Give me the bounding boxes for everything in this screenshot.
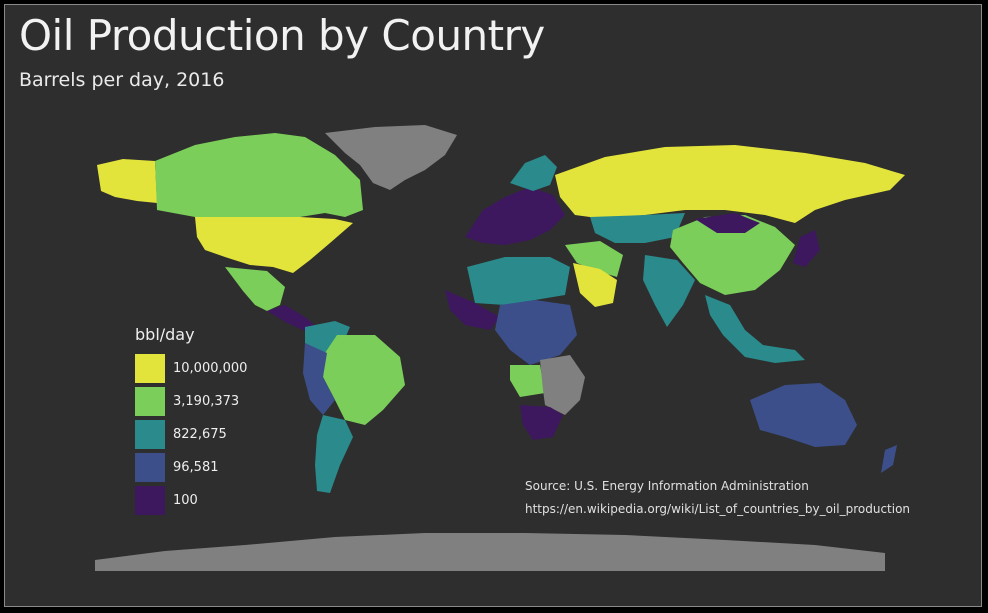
region-central-africa xyxy=(495,300,577,365)
region-north-africa xyxy=(467,257,570,305)
legend: bbl/day 10,000,000 3,190,373 822,675 96,… xyxy=(135,325,247,517)
legend-item: 10,000,000 xyxy=(135,352,247,385)
region-southern-cone xyxy=(315,415,353,493)
legend-swatch xyxy=(135,387,165,416)
region-united-states xyxy=(195,217,353,273)
region-antarctica xyxy=(95,533,885,571)
region-brazil xyxy=(323,335,405,425)
region-saudi-arabia xyxy=(573,263,617,307)
region-greenland xyxy=(325,125,457,190)
region-canada xyxy=(155,133,363,217)
region-south-africa xyxy=(520,405,563,440)
legend-label: 100 xyxy=(173,493,198,508)
map-frame: Oil Production by Country Barrels per da… xyxy=(4,4,982,607)
legend-label: 822,675 xyxy=(173,427,227,442)
region-india xyxy=(643,255,695,327)
map-title: Oil Production by Country xyxy=(19,11,545,60)
legend-swatch xyxy=(135,420,165,449)
region-mexico xyxy=(225,267,285,311)
region-japan xyxy=(793,230,820,267)
region-west-africa xyxy=(445,290,500,330)
region-andean xyxy=(303,343,335,415)
region-southern-africa xyxy=(540,355,585,415)
region-mongolia xyxy=(695,213,760,233)
source-credit: Source: U.S. Energy Information Administ… xyxy=(525,479,809,493)
region-new-zealand xyxy=(881,445,897,473)
region-southeast-asia xyxy=(705,295,805,363)
legend-label: 10,000,000 xyxy=(173,361,248,376)
legend-swatch xyxy=(135,486,165,515)
map-subtitle: Barrels per day, 2016 xyxy=(19,69,225,91)
region-central-america xyxy=(267,305,317,331)
legend-label: 3,190,373 xyxy=(173,394,240,409)
legend-item: 822,675 xyxy=(135,418,247,451)
world-choropleth-map xyxy=(95,125,905,571)
region-middle-east xyxy=(565,241,623,277)
legend-item: 96,581 xyxy=(135,451,247,484)
region-australia xyxy=(750,383,857,447)
region-china xyxy=(670,215,795,295)
legend-item: 100 xyxy=(135,484,247,517)
legend-label: 96,581 xyxy=(173,460,219,475)
region-angola xyxy=(510,365,545,397)
source-note: Source: U.S. Energy Information Administ… xyxy=(525,475,910,521)
region-russia xyxy=(555,145,905,223)
region-scandinavia xyxy=(510,155,557,191)
region-kazakhstan xyxy=(590,213,685,243)
region-alaska xyxy=(97,159,157,203)
region-europe xyxy=(465,187,565,245)
legend-item: 3,190,373 xyxy=(135,385,247,418)
legend-swatch xyxy=(135,453,165,482)
legend-title: bbl/day xyxy=(135,325,195,344)
legend-swatch xyxy=(135,354,165,383)
source-url: https://en.wikipedia.org/wiki/List_of_co… xyxy=(525,502,911,516)
